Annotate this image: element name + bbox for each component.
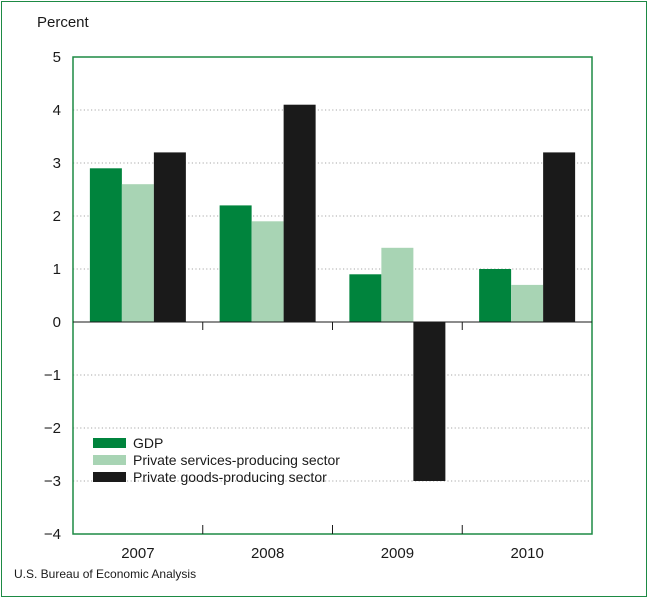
y-tick-label: 4	[53, 102, 61, 119]
y-tick-label: −2	[44, 420, 61, 437]
legend-swatch	[93, 438, 126, 448]
y-tick-label: 2	[53, 208, 61, 225]
x-tick-label: 2010	[510, 545, 543, 562]
bar-gdp-2009	[349, 274, 382, 322]
bars	[89, 104, 576, 481]
x-tick-label: 2007	[121, 545, 154, 562]
y-tick-label: 3	[53, 155, 61, 172]
y-tick-label: −4	[44, 526, 61, 543]
bar-private-goods-producing-sector-2008	[283, 104, 316, 322]
x-tick-label: 2009	[381, 545, 414, 562]
legend-label: Private services-producing sector	[133, 452, 340, 468]
axes: −4 −3 −2 −1 0 1 2 3 4 5 2007 2008 2009 2010	[44, 49, 593, 562]
y-tick-label: 1	[53, 261, 61, 278]
y-axis-title: Percent	[37, 14, 90, 31]
x-tick-label: 2008	[251, 545, 284, 562]
bar-private-services-producing-sector-2010	[511, 284, 544, 322]
bar-gdp-2007	[89, 168, 122, 322]
bar-private-services-producing-sector-2009	[381, 247, 414, 322]
y-tick-label: −1	[44, 367, 61, 384]
y-tick-label: 5	[53, 49, 61, 66]
y-tick-label: 0	[53, 314, 61, 331]
legend-label: GDP	[133, 435, 163, 451]
bar-gdp-2010	[479, 269, 512, 322]
bar-private-goods-producing-sector-2009	[413, 322, 446, 481]
legend-swatch	[93, 472, 126, 482]
bar-private-services-producing-sector-2008	[251, 221, 284, 322]
bar-private-goods-producing-sector-2007	[153, 152, 186, 322]
legend-swatch	[93, 455, 126, 465]
legend-label: Private goods-producing sector	[133, 469, 327, 485]
y-tick-label: −3	[44, 473, 61, 490]
bar-private-goods-producing-sector-2010	[543, 152, 576, 322]
bar-private-services-producing-sector-2007	[121, 184, 154, 322]
bar-gdp-2008	[219, 205, 252, 322]
source-note: U.S. Bureau of Economic Analysis	[14, 567, 196, 581]
